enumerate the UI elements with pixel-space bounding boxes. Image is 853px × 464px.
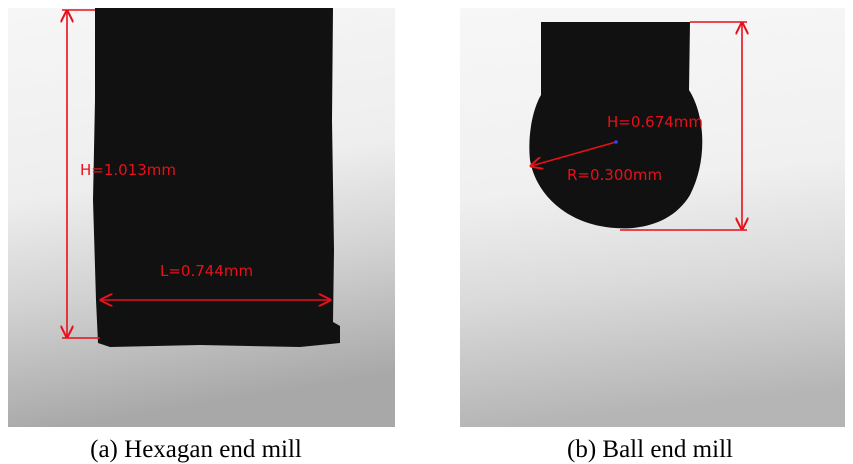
annotation: R=0.300mm xyxy=(567,166,662,184)
panel-a: H=1.013mm L=0.744mm (a) Hexagan end mill xyxy=(8,8,395,463)
panel-b: H=0.674mm R=0.300mm (b) Ball end mill xyxy=(460,8,845,463)
caption: (a) Hexagan end mill xyxy=(90,436,302,463)
figure: H=1.013mm L=0.744mm (a) Hexagan end mill… xyxy=(0,0,853,464)
annotation: H=0.674mm xyxy=(607,113,703,131)
annotation: H=1.013mm xyxy=(80,161,176,179)
annotation: L=0.744mm xyxy=(160,262,253,280)
caption: (b) Ball end mill xyxy=(567,436,733,463)
center-point xyxy=(614,140,618,144)
